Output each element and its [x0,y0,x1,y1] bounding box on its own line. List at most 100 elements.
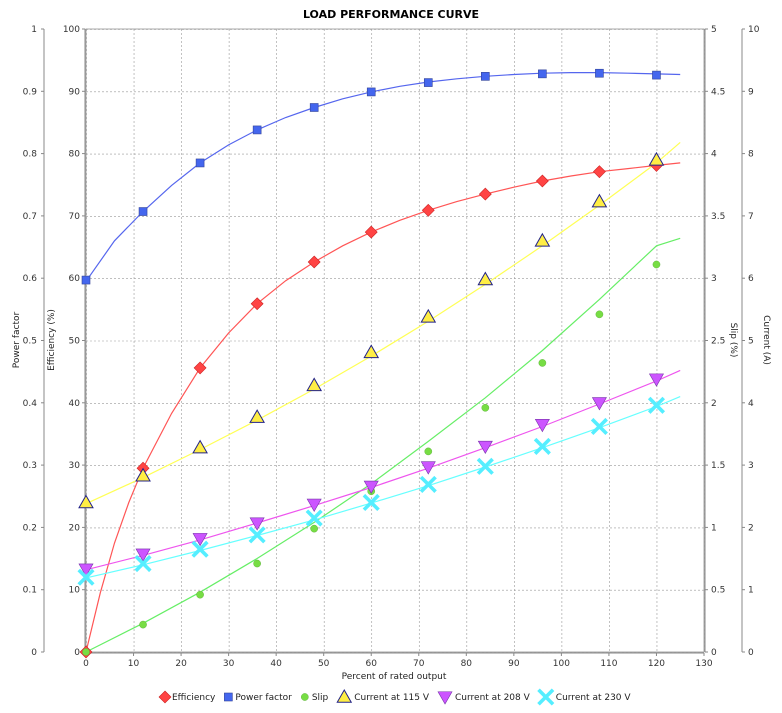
slip-tick-label: 3 [711,274,717,284]
current-at-208-v-point [477,440,493,455]
current-at-208-v-point [249,517,265,531]
slip-legend-symbol [301,693,309,701]
current-at-230-v-legend-label: Current at 230 V [556,693,632,703]
power-factor-tick-label: 0.3 [23,461,37,471]
efficiency-point [421,203,435,217]
power-factor-point [423,78,433,87]
current-at-208-v-point [648,373,664,387]
efficiency-point [535,174,549,188]
slip-point [424,447,433,456]
power-factor-tick-label: 0.7 [23,212,37,222]
power-factor-tick-label: 0 [31,648,37,658]
x-tick-label: 20 [175,659,187,669]
current-at-208-v-point [534,419,550,433]
current-tick-label: 5 [748,337,754,347]
slip-axis-label: Slip (%) [728,323,738,358]
efficiency-point [592,165,606,179]
current-at-115-v-curve [85,141,681,505]
x-tick-label: 60 [366,659,378,669]
power-factor-point [195,158,205,168]
current-tick-label: 7 [748,212,754,222]
slip-legend-label: Slip [312,693,329,703]
slip-point [82,648,90,656]
slip-point [538,359,547,367]
current-axis-label: Current (A) [761,315,771,365]
efficiency-tick-label: 70 [69,212,81,222]
power-factor-curve [85,72,681,282]
current-tick-label: 6 [748,274,754,284]
current-tick-label: 1 [748,586,754,596]
slip-tick-label: 0 [711,648,717,658]
efficiency-point [364,225,378,239]
power-factor-tick-label: 0.2 [23,523,37,533]
current-tick-label: 3 [748,461,754,471]
current-at-115-v-legend-marker [336,688,353,703]
x-tick-label: 0 [83,659,89,669]
power-factor-point [81,275,91,285]
current-tick-label: 9 [748,87,754,97]
current-at-115-v-point [192,439,208,454]
current-at-230-v-point [77,568,95,586]
power-factor-axis-label: Power factor [12,311,22,368]
slip-tick-label: 1 [711,523,717,533]
power-factor-tick-label: 0.1 [23,586,37,596]
efficiency-axis-label: Efficiency (%) [47,309,57,371]
power-factor-tick-label: 0.6 [23,274,38,284]
slip-point [253,559,261,568]
current-at-115-v-point [78,494,94,509]
current-tick-label: 4 [748,399,754,409]
efficiency-tick-label: 10 [69,586,81,596]
current-at-208-v-legend-symbol [437,691,453,705]
power-factor-legend-symbol [224,692,233,702]
x-axis-label: Percent of rated output [342,672,447,682]
power-factor-point [138,207,148,216]
current-at-115-v-point [477,271,494,286]
x-tick-label: 110 [600,659,617,669]
power-factor-legend-label: Power factor [235,693,292,703]
power-factor-tick-label: 0.8 [23,150,38,160]
current-at-230-v-point [191,540,209,558]
current-at-115-v-point [135,467,151,482]
current-at-115-v-point [363,344,380,359]
current-at-115-v-point [420,308,437,323]
x-tick-label: 30 [223,659,235,669]
legend: Efficiency Power factor Slip Current at 115… [158,688,632,706]
current-at-230-v-point [590,417,608,436]
efficiency-legend-symbol [158,690,172,704]
x-tick-label: 40 [270,659,282,669]
current-at-208-v-curve [85,369,681,571]
power-factor-points [81,68,661,285]
axes: 0 10 20 30 40 50 60 70 80 90 100 110 120 13000.10.20.… [23,25,760,669]
current-at-208-v-point [363,480,379,494]
current-tick-label: 10 [748,25,760,35]
x-tick-label: 130 [695,659,712,669]
efficiency-tick-label: 50 [69,337,81,347]
slip-point [481,403,490,412]
slip-point [652,260,661,269]
current-at-208-v-point [78,563,94,577]
power-factor-point [595,68,604,78]
power-factor-point [252,125,262,135]
x-tick-label: 50 [318,659,330,669]
power-factor-point [366,87,376,97]
slip-curve [85,237,681,653]
current-at-230-v-point [305,509,323,527]
current-at-208-v-point [135,548,151,562]
current-at-115-v-point [249,409,266,423]
efficiency-tick-label: 60 [69,274,81,284]
efficiency-tick-label: 30 [69,461,81,471]
series-curves [85,72,681,653]
current-at-115-v-point [648,151,665,166]
x-tick-label: 70 [413,659,425,669]
chart-title: LOAD PERFORMANCE CURVE [303,8,479,21]
current-at-230-v-point [647,396,666,414]
slip-point [139,620,147,629]
efficiency-point [478,187,492,201]
x-tick-label: 120 [648,659,665,669]
current-at-230-v-point [419,475,437,493]
current-at-230-v-legend-marker [537,688,555,706]
power-factor-tick-label: 0.5 [23,337,37,347]
slip-point [595,310,604,319]
x-tick-label: 10 [128,659,140,669]
